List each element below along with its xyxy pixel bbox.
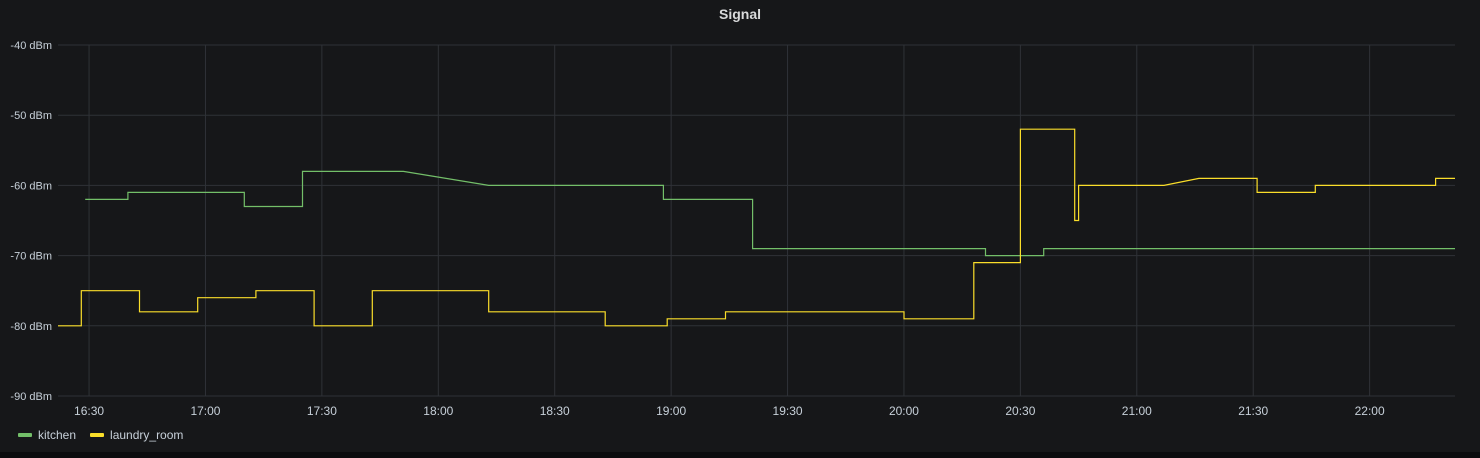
series-line-laundry-room[interactable] — [58, 128, 1455, 327]
x-tick-label: 19:00 — [656, 404, 686, 418]
legend-swatch-laundry-room — [90, 433, 105, 437]
x-tick-label: 17:30 — [307, 404, 337, 418]
y-tick-label: -80 dBm — [10, 321, 52, 333]
legend-item-laundry-room[interactable]: laundry_room — [90, 428, 183, 442]
legend-label-laundry-room: laundry_room — [110, 428, 184, 442]
legend-item-kitchen[interactable]: kitchen — [18, 428, 76, 442]
y-tick-label: -70 dBm — [10, 251, 52, 263]
x-tick-label: 21:00 — [1122, 404, 1152, 418]
legend-label-kitchen: kitchen — [38, 428, 77, 442]
legend-swatch-kitchen — [18, 433, 32, 437]
x-tick-label: 20:00 — [889, 404, 919, 418]
y-tick-label: -90 dBm — [10, 391, 52, 403]
y-tick-label: -40 dBm — [10, 40, 52, 52]
grid — [58, 44, 1455, 397]
series-lines — [58, 128, 1455, 327]
x-tick-label: 18:00 — [423, 404, 453, 418]
y-tick-label: -50 dBm — [10, 110, 52, 122]
x-tick-label: 20:30 — [1005, 404, 1035, 418]
chart-title: Signal — [718, 6, 761, 22]
series-line-kitchen[interactable] — [85, 170, 1455, 257]
y-tick-label: -60 dBm — [10, 180, 52, 192]
x-tick-label: 22:00 — [1355, 404, 1385, 418]
x-axis: 16:30 17:00 17:30 18:00 18:30 19:00 19:30 20:00… — [74, 404, 1385, 418]
legend: kitchen laundry_room — [18, 428, 183, 442]
line-chart[interactable]: -40 dBm -50 dBm -60 dBm -70 dBm -80 dBm -90 d… — [0, 0, 1480, 420]
x-tick-label: 17:00 — [190, 404, 220, 418]
x-tick-label: 18:30 — [540, 404, 570, 418]
panel-bottom-edge — [0, 452, 1480, 458]
y-axis: -40 dBm -50 dBm -60 dBm -70 dBm -80 dBm -90 d… — [10, 40, 52, 403]
x-tick-label: 21:30 — [1238, 404, 1268, 418]
x-tick-label: 16:30 — [74, 404, 104, 418]
x-tick-label: 19:30 — [773, 404, 803, 418]
